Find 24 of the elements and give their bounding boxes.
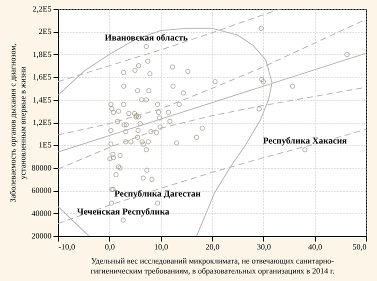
y-tick-label: 20000 bbox=[32, 232, 52, 240]
y-tick-label: 1,2E5 bbox=[32, 118, 52, 127]
annotation: Республика Хакасия bbox=[262, 135, 348, 146]
x-tick-label: 50,0 bbox=[352, 242, 366, 252]
y-tick-label: 1,8E5 bbox=[32, 50, 52, 59]
x-tick-label: 10,0 bbox=[154, 242, 168, 252]
y-tick-label: 60000 bbox=[32, 186, 52, 196]
x-axis-title: Удельный вес исследований микроклимата, не отвечающих санитарно- гигиеническим требованиям, в образовательных организациях в 2014 г. bbox=[90, 256, 334, 276]
y-tick-label: 80000 bbox=[32, 163, 52, 172]
x-tick-label: 40,0 bbox=[308, 242, 322, 252]
y-tick-label: 2E5 bbox=[38, 27, 52, 36]
y-tick-label: 1,6E5 bbox=[32, 72, 52, 82]
x-tick-label: 30,0 bbox=[256, 242, 271, 252]
y-tick-label: 2,2E5 bbox=[32, 4, 52, 14]
y-tick-label: 40000 bbox=[32, 208, 52, 218]
y-tick-label: 1E5 bbox=[38, 140, 52, 150]
y-tick-label: 1,4E5 bbox=[32, 95, 52, 104]
annotation: Ивановская область bbox=[104, 32, 188, 43]
y-axis-title: Заболеваемость органов дыхания с диагнозом, установленным впервые в жизни bbox=[8, 44, 28, 202]
annotation: Чеченская Республика bbox=[76, 206, 170, 217]
annotation: Республика Дагестан bbox=[114, 188, 201, 199]
x-tick-label: 0,0 bbox=[104, 242, 115, 252]
x-tick-label: 20,0 bbox=[206, 242, 220, 252]
x-tick-label: -10,0 bbox=[58, 242, 76, 252]
